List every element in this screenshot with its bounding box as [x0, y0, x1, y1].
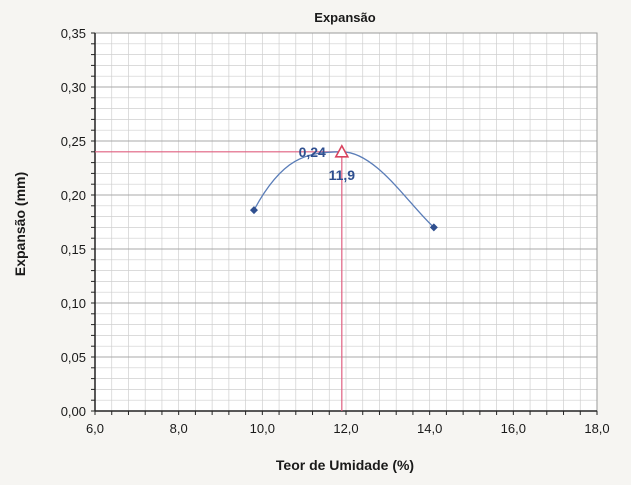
y-tick-label: 0,20 [61, 188, 86, 203]
y-tick-label: 0,10 [61, 296, 86, 311]
x-tick-label: 8,0 [170, 421, 188, 436]
x-tick-label: 6,0 [86, 421, 104, 436]
y-tick-label: 0,25 [61, 134, 86, 149]
y-tick-label: 0,15 [61, 242, 86, 257]
chart-title: Expansão [314, 10, 375, 25]
y-tick-label: 0,00 [61, 404, 86, 419]
optimum-y-label: 0,24 [299, 144, 326, 160]
x-tick-label: 10,0 [250, 421, 275, 436]
data-point [249, 206, 258, 215]
y-tick-label: 0,30 [61, 80, 86, 95]
data-point [429, 223, 438, 232]
y-tick-label: 0,05 [61, 350, 86, 365]
y-tick-label: 0,35 [61, 26, 86, 41]
x-axis-title: Teor de Umidade (%) [276, 457, 414, 473]
x-tick-label: 14,0 [417, 421, 442, 436]
x-tick-label: 12,0 [333, 421, 358, 436]
optimum-x-label: 11,9 [329, 167, 356, 183]
x-tick-label: 16,0 [501, 421, 526, 436]
y-axis-title: Expansão (mm) [12, 172, 28, 276]
optimum-point [334, 144, 350, 158]
x-tick-label: 18,0 [584, 421, 609, 436]
